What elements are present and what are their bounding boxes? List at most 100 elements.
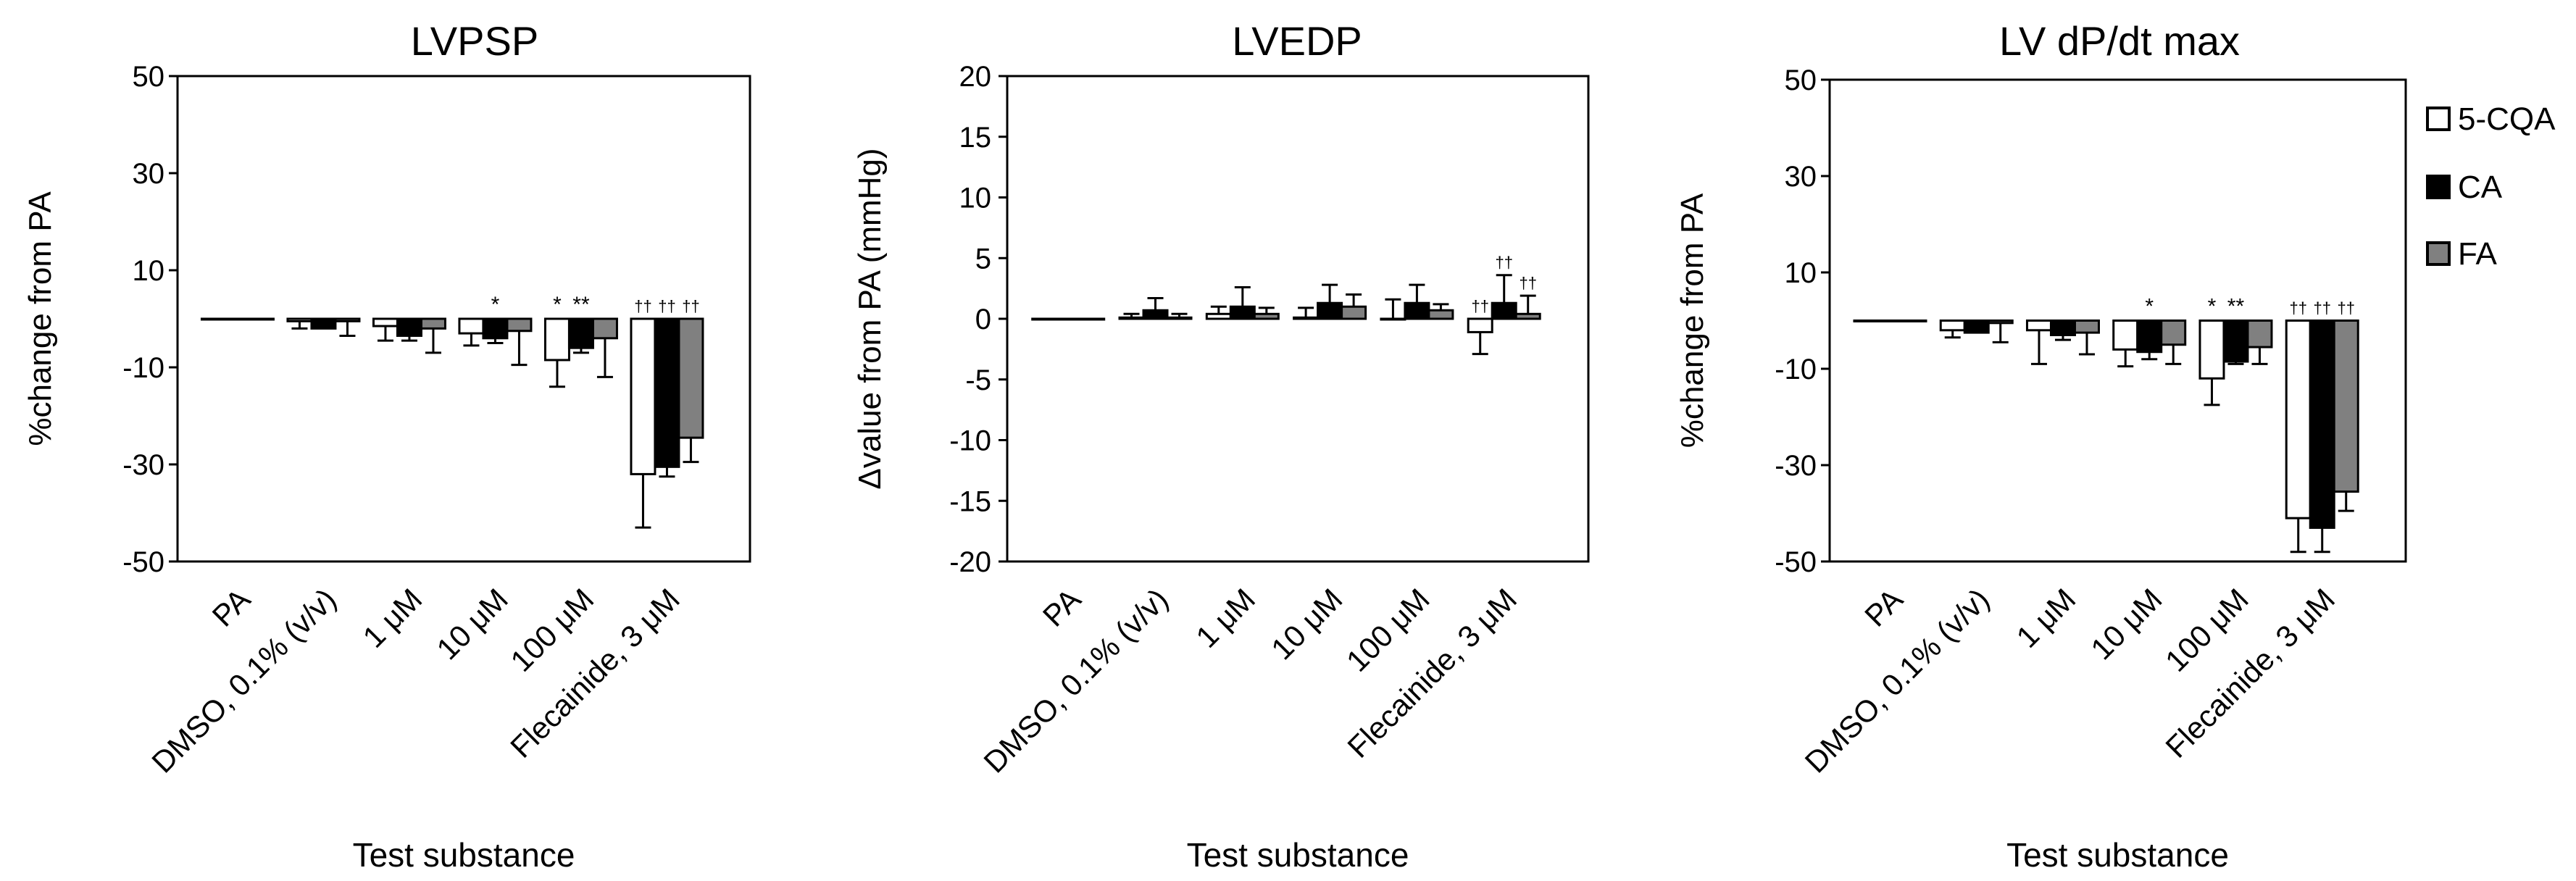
- bar-ca: [2049, 320, 2076, 336]
- chart-panel-3: LV dP/dt max 50 30 10 -10 -30 -50 %change from …: [1675, 18, 2407, 874]
- bar-fa: [591, 317, 618, 340]
- significance-mark: ††: [1471, 297, 1488, 315]
- significance-mark: ††: [682, 297, 699, 315]
- significance-mark: *: [553, 293, 562, 317]
- legend-item: CA: [2426, 170, 2503, 205]
- x-tick-label: PA: [1036, 582, 1088, 633]
- bar-fa: [1901, 320, 1927, 322]
- bar-5-cqa: [2112, 320, 2139, 351]
- bar-ca: [2222, 320, 2249, 363]
- y-axis-label: %change from PA: [22, 191, 58, 446]
- y-tick-label: -10: [122, 352, 164, 384]
- bar-ca: [482, 317, 509, 340]
- x-tick-label: PA: [1858, 582, 1909, 633]
- bar-fa: [2073, 320, 2100, 334]
- bar-5-cqa: [1205, 312, 1232, 320]
- bar-fa: [1253, 312, 1280, 320]
- significance-mark: ††: [2337, 299, 2354, 317]
- significance-mark: *: [2145, 295, 2154, 319]
- y-tick-label: -10: [1775, 354, 1817, 385]
- y-tick-label: 10: [133, 255, 165, 287]
- bar-fa: [1987, 320, 2014, 325]
- legend-label: 5-CQA: [2458, 101, 2556, 137]
- bar-ca: [1142, 309, 1169, 320]
- bar-5-cqa: [2285, 320, 2312, 519]
- x-axis-label: Test substance: [353, 836, 575, 874]
- y-tick-label: -50: [1775, 546, 1817, 578]
- y-tick-label: -5: [965, 364, 991, 396]
- bar-5-cqa: [372, 317, 399, 327]
- x-axis-label: Test substance: [1187, 836, 1409, 874]
- x-axis-label: Test substance: [2006, 836, 2229, 874]
- chart-title: LVPSP: [411, 18, 538, 64]
- bar-fa: [1341, 305, 1367, 320]
- y-tick-label: 10: [959, 183, 992, 214]
- bar-5-cqa: [286, 317, 313, 322]
- plot-frame: [176, 75, 751, 563]
- y-tick-label: 10: [1785, 257, 1817, 289]
- y-tick-label: -50: [122, 546, 164, 578]
- y-tick-label: 15: [959, 122, 992, 154]
- significance-mark: *: [491, 293, 500, 317]
- legend-swatch-fa: [2426, 241, 2451, 266]
- bar-5-cqa: [1467, 317, 1493, 333]
- bar-5-cqa: [2025, 320, 2052, 332]
- legend-label: FA: [2458, 236, 2497, 272]
- bar-fa: [1514, 312, 1541, 320]
- y-tick-label: -30: [1775, 450, 1817, 482]
- y-tick-label: 0: [975, 304, 991, 335]
- y-tick-label: 20: [959, 61, 992, 93]
- bar-fa: [1166, 316, 1193, 320]
- bar-5-cqa: [200, 317, 227, 321]
- chart-title: LVEDP: [1232, 18, 1362, 64]
- bar-ca: [1877, 320, 1904, 322]
- bar-5-cqa: [2198, 320, 2225, 380]
- legend-item: FA: [2426, 236, 2497, 272]
- bar-5-cqa: [1118, 316, 1145, 320]
- bar-5-cqa: [1939, 320, 1966, 332]
- bar-5-cqa: [543, 317, 570, 362]
- bar-fa: [334, 317, 361, 322]
- bar-fa: [2333, 320, 2359, 493]
- bar-5-cqa: [630, 317, 656, 475]
- legend-item: 5-CQA: [2426, 101, 2556, 137]
- bar-5-cqa: [1293, 316, 1320, 320]
- bar-fa: [678, 317, 704, 439]
- y-tick-label: 50: [133, 61, 165, 93]
- bar-ca: [654, 317, 680, 468]
- x-tick-label: PA: [206, 582, 257, 633]
- plot-frame: [1828, 78, 2407, 563]
- bar-ca: [1055, 317, 1082, 321]
- bar-fa: [2246, 320, 2273, 348]
- y-tick-label: -10: [949, 425, 991, 457]
- y-tick-label: 30: [133, 158, 165, 190]
- legend-swatch-ca: [2426, 175, 2451, 199]
- y-tick-label: -30: [122, 449, 164, 481]
- legend-swatch-5-cqa: [2426, 107, 2451, 131]
- significance-mark: **: [572, 293, 590, 317]
- bar-5-cqa: [1380, 317, 1406, 321]
- bar-5-cqa: [1853, 320, 1880, 322]
- y-axis-label: Δvalue from PA (mmHg): [852, 148, 888, 489]
- bar-fa: [1079, 317, 1106, 321]
- bar-ca: [1963, 320, 1990, 334]
- significance-mark: ††: [1519, 274, 1536, 292]
- y-tick-label: 30: [1785, 161, 1817, 193]
- significance-mark: ††: [658, 297, 675, 315]
- significance-mark: ††: [634, 297, 651, 315]
- bar-fa: [248, 317, 275, 321]
- bar-5-cqa: [1031, 317, 1058, 321]
- bar-ca: [567, 317, 594, 349]
- y-tick-label: 5: [975, 243, 991, 275]
- bar-ca: [2309, 320, 2335, 529]
- significance-mark: ††: [2313, 299, 2330, 317]
- bar-ca: [1491, 301, 1517, 320]
- y-tick-label: -15: [949, 485, 991, 517]
- significance-mark: **: [2227, 295, 2245, 319]
- bar-ca: [396, 317, 422, 337]
- legend: 5-CQA CA FA: [2426, 101, 2556, 272]
- x-tick-label: 1 μM: [356, 582, 428, 654]
- bar-ca: [1317, 301, 1343, 320]
